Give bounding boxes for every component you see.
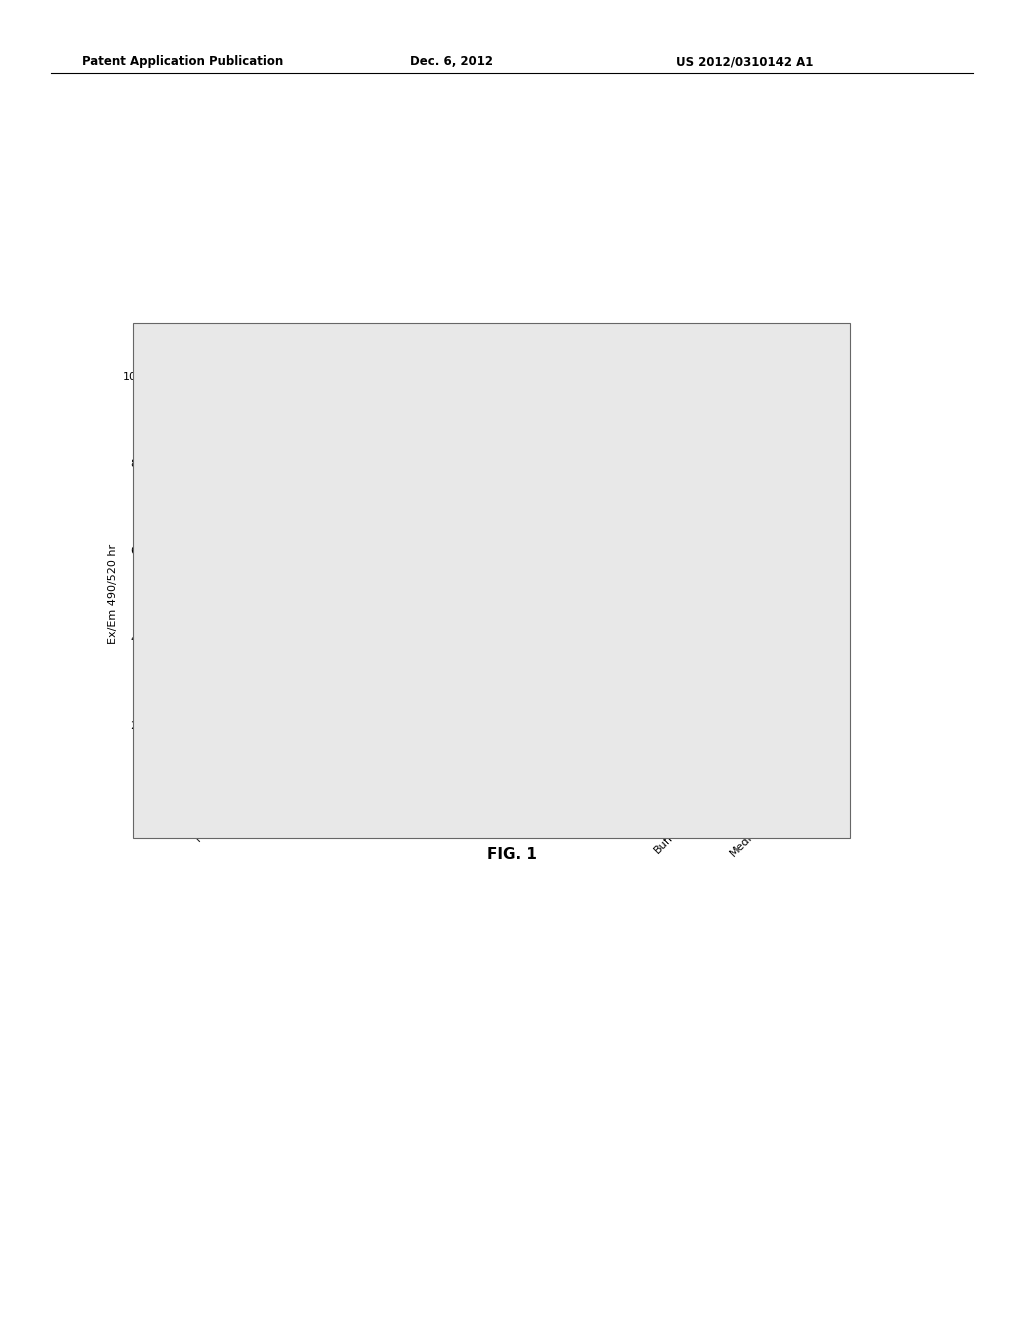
Bar (453, 801, 479, 812)
Text: US 2012/0310142 A1: US 2012/0310142 A1 (676, 55, 813, 69)
Bar (688, 651, 716, 812)
Legend: 4 hr., 24 hr.: 4 hr., 24 hr. (760, 381, 819, 416)
Bar (267, 809, 295, 812)
Text: FIG. 1: FIG. 1 (487, 847, 537, 862)
Bar (609, 467, 637, 812)
Bar (425, 768, 453, 812)
Bar (374, 735, 401, 812)
Bar (295, 768, 323, 812)
Bar (216, 799, 244, 812)
Bar (767, 809, 794, 812)
Bar (504, 528, 530, 812)
Bar (660, 385, 688, 812)
Bar (739, 809, 767, 812)
Text: Dec. 6, 2012: Dec. 6, 2012 (410, 55, 493, 69)
Bar (530, 714, 558, 812)
Bar (346, 809, 374, 812)
Text: Patent Application Publication: Patent Application Publication (82, 55, 284, 69)
Y-axis label: Ex/Em 490/520 hr: Ex/Em 490/520 hr (108, 544, 118, 644)
Title: FITC Signal in MØ; 1:5 Dilution: FITC Signal in MØ; 1:5 Dilution (360, 356, 623, 372)
Bar (189, 803, 216, 812)
Bar (582, 467, 609, 812)
